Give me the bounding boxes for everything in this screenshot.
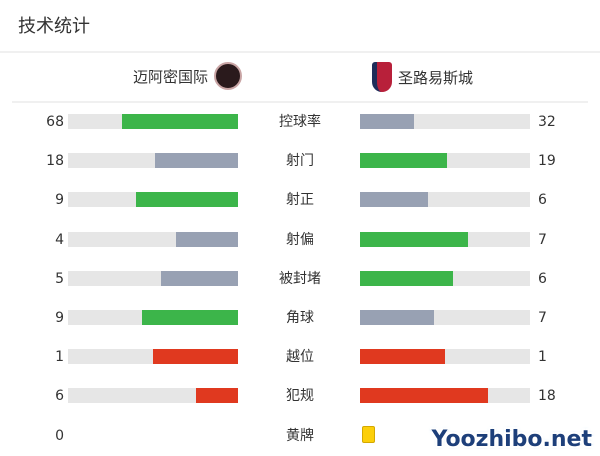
stat-label: 越位 <box>286 349 314 366</box>
stat-row: 6 犯规 18 <box>0 386 600 406</box>
away-value: 6 <box>538 270 547 287</box>
home-bar <box>68 349 238 365</box>
away-bar <box>360 114 530 129</box>
stat-row: 5 被封堵 6 <box>0 269 600 289</box>
stat-label: 黄牌 <box>286 427 314 444</box>
home-bar <box>68 114 238 129</box>
away-bar-fill <box>360 388 488 404</box>
stat-row: 68 控球率 32 <box>0 112 600 132</box>
home-bar-fill <box>142 310 238 325</box>
away-team-logo-icon <box>372 62 392 92</box>
home-value: 68 <box>46 114 64 130</box>
away-bar <box>360 153 530 169</box>
home-value: 0 <box>55 427 64 444</box>
home-bar-fill <box>122 114 238 129</box>
home-value: 18 <box>46 153 64 170</box>
stat-label: 射门 <box>286 153 314 170</box>
stat-label: 犯规 <box>286 388 314 405</box>
home-team-logo-icon <box>214 62 242 90</box>
stat-row: 0 黄牌 <box>0 425 600 446</box>
stat-label: 控球率 <box>279 114 321 130</box>
home-value: 9 <box>55 310 64 326</box>
away-value: 7 <box>538 231 547 248</box>
home-bar-fill <box>195 388 238 404</box>
away-bar <box>360 192 530 208</box>
home-bar-fill <box>176 231 238 247</box>
away-value: 32 <box>538 114 556 130</box>
stat-row: 1 越位 1 <box>0 347 600 367</box>
stat-row: 18 射门 19 <box>0 151 600 171</box>
home-bar-fill <box>160 270 238 286</box>
away-value: 6 <box>538 192 547 209</box>
away-bar <box>360 310 530 325</box>
stat-label: 被封堵 <box>279 270 321 287</box>
home-value: 5 <box>55 270 64 287</box>
page-title: 技术统计 <box>18 16 90 37</box>
stat-row: 9 射正 6 <box>0 190 600 210</box>
home-bar-fill <box>136 192 238 208</box>
stat-row: 9 角球 7 <box>0 308 600 328</box>
away-bar <box>360 388 530 404</box>
home-value: 4 <box>55 231 64 248</box>
stat-label: 射正 <box>286 192 314 209</box>
away-bar-fill <box>360 153 448 169</box>
stat-label: 角球 <box>286 310 314 326</box>
away-bar-fill <box>360 231 469 247</box>
home-bar-fill <box>155 153 238 169</box>
home-value: 6 <box>55 388 64 405</box>
home-bar <box>68 388 238 404</box>
home-bar <box>68 153 238 169</box>
away-team: 圣路易斯城 <box>372 62 473 92</box>
away-value: 7 <box>538 310 547 326</box>
home-bar <box>68 192 238 208</box>
watermark: Yoozhibo.net <box>431 427 592 452</box>
away-value: 19 <box>538 153 556 170</box>
away-bar <box>360 231 530 247</box>
away-bar-fill <box>360 349 445 365</box>
away-bar-fill <box>360 310 435 325</box>
yellow-card-icon <box>362 425 375 443</box>
home-bar <box>68 310 238 325</box>
home-value: 1 <box>55 349 64 366</box>
home-bar <box>68 231 238 247</box>
stat-row: 4 射偏 7 <box>0 230 600 250</box>
home-team-name: 迈阿密国际 <box>132 67 208 86</box>
away-bar <box>360 270 530 286</box>
home-value: 9 <box>55 192 64 209</box>
away-bar-fill <box>360 192 428 208</box>
divider <box>0 51 600 53</box>
away-bar-fill <box>360 270 453 286</box>
home-bar <box>68 270 238 286</box>
stat-label: 射偏 <box>286 231 314 248</box>
away-team-name: 圣路易斯城 <box>398 68 474 87</box>
away-value: 1 <box>538 349 547 366</box>
home-bar-fill <box>153 349 238 365</box>
away-value: 18 <box>538 388 556 405</box>
away-bar <box>360 349 530 365</box>
away-bar-fill <box>360 114 415 129</box>
home-team: 迈阿密国际 <box>133 62 242 90</box>
divider <box>12 101 588 103</box>
